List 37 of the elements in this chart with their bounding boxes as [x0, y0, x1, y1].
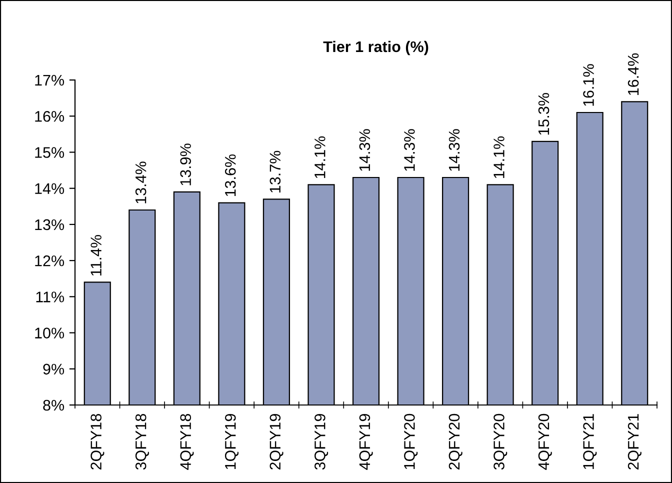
y-tick-label: 8% [43, 400, 64, 411]
x-tick-label: 4QFY20 [538, 414, 552, 470]
data-label: 16.4% [628, 53, 639, 95]
data-label: 14.1% [314, 136, 326, 178]
x-tick-label: 1QFY21 [583, 414, 597, 470]
x-tick-label: 3QFY18 [135, 414, 149, 470]
x-tick-label: 1QFY20 [404, 414, 418, 470]
data-label: 15.3% [538, 93, 550, 135]
y-tick-label: 12% [35, 255, 64, 266]
data-label: 14.3% [404, 129, 415, 171]
x-tick-label: 2QFY18 [90, 414, 104, 470]
y-tick-label: 15% [35, 147, 64, 158]
x-tick-label: 2QFY20 [448, 414, 462, 470]
data-label: 14.3% [359, 129, 370, 171]
y-tick-label: 17% [35, 74, 64, 86]
chart-title: Tier 1 ratio (%) [323, 40, 428, 56]
y-tick-label: 14% [35, 183, 64, 194]
y-tick-label: 16% [35, 110, 64, 122]
y-tick-label: 10% [35, 328, 64, 338]
x-tick-label: 1QFY19 [224, 414, 239, 470]
x-tick-label: 3QFY20 [494, 414, 508, 470]
x-tick-label: 3QFY19 [314, 414, 328, 470]
data-label: 14.1% [494, 136, 504, 178]
data-label: 11.4% [90, 235, 102, 276]
y-tick-label: 11% [36, 292, 64, 302]
x-tick-label: 2QFY21 [628, 414, 642, 470]
data-label: 13.4% [135, 162, 146, 204]
data-label: 13.9% [180, 144, 192, 186]
x-tick-label: 4QFY19 [359, 414, 373, 470]
y-tick-label: 13% [35, 219, 64, 230]
data-label: 14.3% [448, 129, 460, 171]
data-label: 13.6% [224, 154, 236, 196]
y-tick-label: 9% [43, 364, 64, 375]
x-tick-label: 2QFY19 [270, 414, 284, 470]
data-label: 16.1% [583, 64, 594, 106]
data-label: 13.7% [270, 150, 281, 192]
x-tick-label: 4QFY18 [180, 414, 194, 470]
